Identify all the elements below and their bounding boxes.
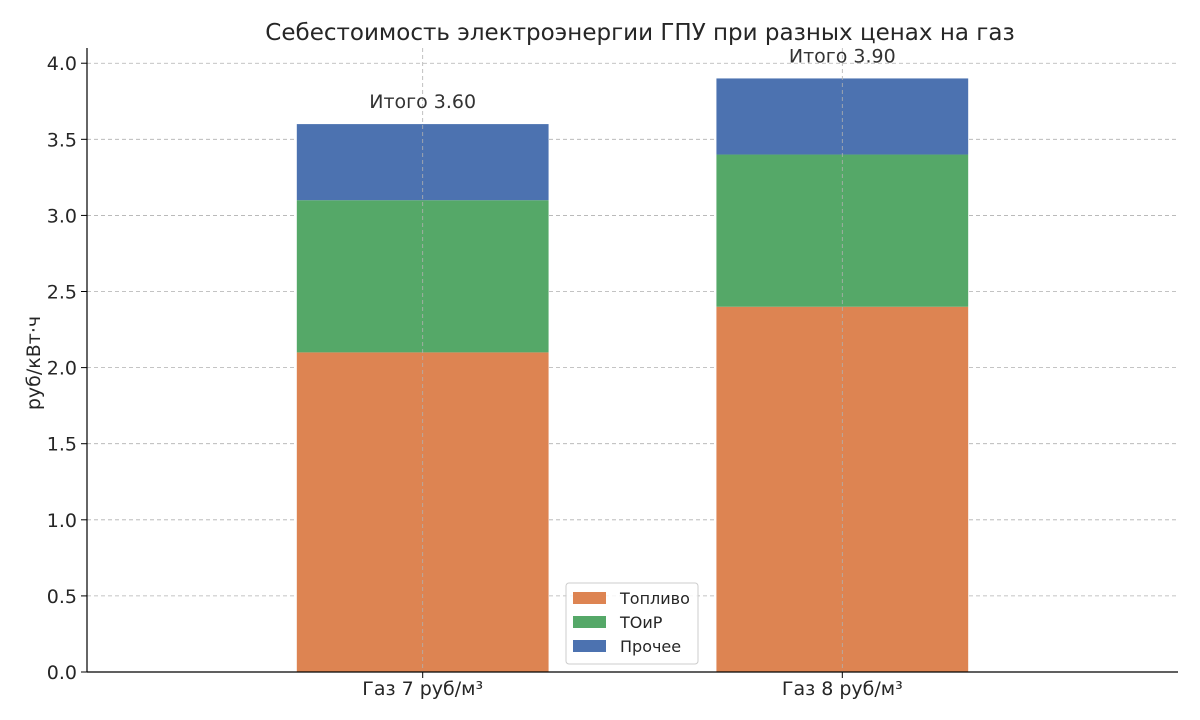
y-tick-label: 1.5 — [47, 434, 77, 456]
bar-segment — [716, 78, 969, 155]
legend-label: ТОиР — [619, 613, 663, 632]
y-axis-label: руб/кВт·ч — [23, 316, 45, 410]
total-label: Итого 3.60 — [369, 91, 476, 113]
chart-title: Себестоимость электроэнергии ГПУ при раз… — [265, 20, 1014, 46]
total-labels: Итого 3.60 Итого 3.90 — [369, 45, 895, 113]
legend-swatch — [573, 592, 606, 604]
y-tick-label: 3.5 — [47, 129, 77, 151]
legend: Топливо ТОиР Прочее — [565, 582, 699, 665]
y-tick-label: 2.5 — [47, 282, 77, 304]
y-tick-label: 2.0 — [47, 358, 77, 380]
axes — [81, 48, 1178, 678]
y-tick-label: 0.5 — [47, 586, 77, 608]
legend-swatch — [573, 640, 606, 652]
tick-labels: 0.0 0.5 1.0 1.5 2.0 2.5 3.0 3.5 4.0 Газ 7 руб/м³ Г… — [47, 53, 903, 700]
total-label: Итого 3.90 — [789, 45, 896, 67]
legend-label: Топливо — [619, 589, 690, 608]
legend-swatch — [573, 616, 606, 628]
y-tick-label: 0.0 — [47, 662, 77, 684]
x-tick-label: Газ 8 руб/м³ — [782, 678, 903, 700]
x-tick-label: Газ 7 руб/м³ — [362, 678, 483, 700]
legend-label: Прочее — [620, 637, 681, 656]
y-tick-label: 3.0 — [47, 205, 77, 227]
grid-lines — [87, 62, 1178, 673]
y-tick-label: 1.0 — [47, 510, 77, 532]
y-tick-label: 4.0 — [47, 53, 77, 75]
